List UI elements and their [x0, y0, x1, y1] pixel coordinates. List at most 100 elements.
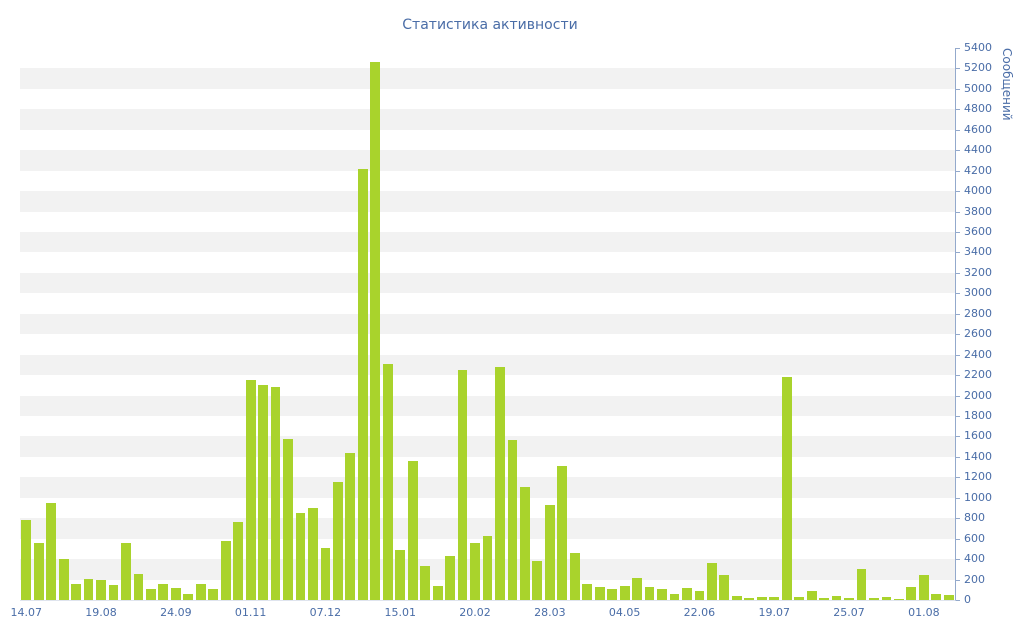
bar	[121, 542, 131, 600]
x-axis-label: 28.03	[534, 606, 566, 619]
bar	[245, 380, 256, 600]
y-tick-label: 3000	[964, 286, 992, 300]
y-tick-label: 1000	[964, 490, 992, 504]
grid-band	[20, 191, 955, 212]
bar	[769, 596, 780, 600]
bar	[96, 579, 106, 600]
x-axis-label: 04.05	[608, 606, 641, 619]
y-tick-label: 3800	[964, 204, 992, 218]
bar	[844, 597, 854, 600]
y-tick-mark	[956, 88, 960, 90]
y-tick-mark	[956, 334, 960, 336]
y-tick-label: 2000	[964, 388, 992, 402]
bar	[669, 593, 680, 600]
bar	[731, 595, 742, 600]
bar	[644, 586, 655, 600]
bar	[71, 583, 82, 600]
bar	[694, 590, 705, 600]
grid-band	[20, 477, 955, 498]
plot-area	[20, 48, 956, 601]
x-axis-label: 01.08	[908, 606, 940, 619]
y-tick-mark	[956, 48, 960, 49]
bar	[133, 574, 144, 600]
y-tick-mark	[956, 559, 960, 561]
grid-band	[20, 150, 955, 171]
grid-band	[20, 272, 955, 294]
y-tick-mark	[956, 232, 960, 233]
y-tick-mark	[956, 170, 960, 172]
bar	[794, 596, 805, 600]
bar	[83, 578, 94, 600]
x-axis-label: 07.12	[309, 606, 342, 619]
bar	[856, 569, 867, 600]
y-tick-mark	[956, 252, 960, 254]
y-tick-mark	[956, 272, 960, 274]
y-tick-label: 4400	[964, 143, 992, 157]
grid-band	[20, 395, 955, 416]
y-tick-mark	[956, 293, 960, 295]
bar	[46, 502, 57, 600]
y-tick-label: 2600	[964, 327, 992, 341]
y-tick-label: 600	[964, 531, 985, 545]
y-tick-mark	[956, 354, 960, 356]
bar	[332, 482, 343, 600]
x-axis-label: 14.07	[10, 606, 42, 619]
y-tick-label: 3200	[964, 265, 992, 279]
y-tick-label: 2400	[964, 347, 992, 361]
y-tick-label: 2800	[964, 306, 992, 320]
bar	[831, 595, 842, 600]
bar	[432, 585, 443, 600]
bar	[619, 585, 630, 600]
bar	[208, 588, 219, 600]
y-tick-label: 200	[964, 572, 985, 586]
bar	[33, 542, 44, 600]
grid-band	[20, 109, 955, 130]
grid-band	[20, 232, 955, 253]
bar	[145, 588, 156, 600]
x-axis-label: 19.08	[85, 606, 117, 619]
y-tick-mark	[956, 416, 960, 417]
x-axis-label: 15.01	[384, 606, 416, 619]
y-tick-label: 3600	[964, 225, 992, 238]
y-tick-mark	[956, 436, 960, 438]
bar	[295, 513, 306, 600]
bar	[632, 577, 643, 600]
bar	[869, 598, 879, 600]
bar	[382, 363, 393, 600]
y-tick-mark	[956, 375, 960, 377]
bar	[283, 438, 293, 600]
y-tick-label: 2200	[964, 368, 992, 382]
y-tick-label: 0	[964, 593, 971, 606]
x-axis-label: 25.07	[833, 606, 865, 619]
bar	[906, 586, 917, 600]
bar	[457, 370, 468, 600]
y-tick-mark	[956, 109, 960, 111]
bar	[756, 596, 767, 600]
bar	[569, 552, 580, 600]
bar	[345, 452, 356, 600]
bar	[58, 559, 69, 600]
bar	[170, 587, 181, 600]
y-tick-label: 1200	[964, 470, 992, 484]
y-tick-mark	[956, 600, 960, 601]
x-axis-label: 20.02	[459, 606, 491, 619]
y-tick-label: 800	[964, 511, 985, 525]
x-axis-label: 24.09	[160, 606, 192, 619]
y-tick-mark	[956, 129, 960, 131]
bar	[893, 598, 904, 600]
bar	[519, 486, 530, 600]
bar	[594, 586, 605, 600]
grid-band	[20, 436, 955, 457]
y-tick-mark	[956, 395, 960, 397]
bar	[582, 583, 593, 600]
bar	[557, 466, 568, 600]
y-tick-mark	[956, 191, 960, 193]
bar	[881, 597, 892, 600]
grid-band	[20, 354, 955, 376]
bar	[918, 575, 929, 600]
y-tick-label: 3400	[964, 245, 992, 259]
bar	[183, 593, 194, 600]
bar	[233, 522, 244, 600]
bar	[195, 583, 206, 600]
